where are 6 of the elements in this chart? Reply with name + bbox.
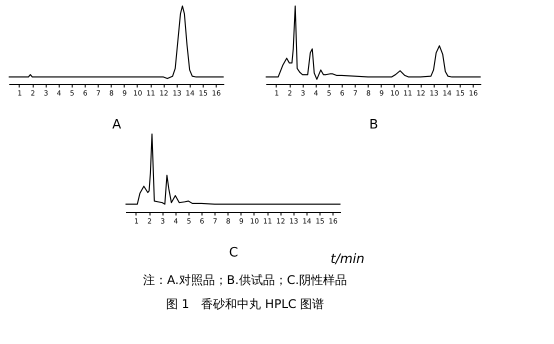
- x-axis-title: C: [228, 246, 238, 260]
- text: t/min: [330, 252, 365, 267]
- text: 注：A.对照品；B.供试品；C.阴性样品: [142, 273, 348, 287]
- x-axis-title: B: [369, 118, 378, 132]
- x-axis-title: A: [112, 118, 122, 132]
- caption: 图 1 香砂和中丸 HPLC 图谱: [166, 297, 324, 311]
